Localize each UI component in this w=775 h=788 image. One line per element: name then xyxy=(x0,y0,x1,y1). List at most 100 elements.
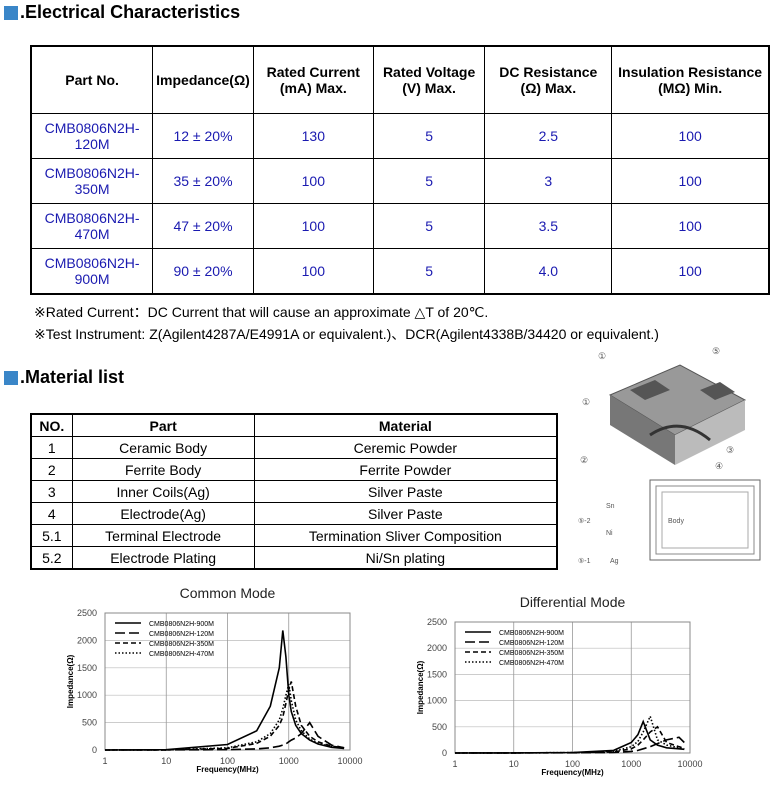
cell: 100 xyxy=(611,158,770,204)
cell: 5 xyxy=(372,248,486,295)
cell: 100 xyxy=(252,158,374,204)
legend-label: CMB0806N2H-900M xyxy=(149,621,214,628)
cell: 3 xyxy=(30,480,73,503)
cell: Ceramic Body xyxy=(71,436,255,459)
cell: 3.5 xyxy=(484,203,613,249)
material-table: NO. Part Material 1 Ceramic Body Ceremic Powd… xyxy=(30,413,558,570)
y-tick-label: 0 xyxy=(442,748,447,758)
cell: 5.1 xyxy=(30,524,73,547)
y-tick-label: 500 xyxy=(82,718,97,728)
header-cell: Rated Voltage (V) Max. xyxy=(372,45,486,114)
cell: Inner Coils(Ag) xyxy=(71,480,255,503)
chart-title: Common Mode xyxy=(180,585,276,601)
header-cell: DC Resistance (Ω) Max. xyxy=(484,45,613,114)
note: ※Test Instrument: Z(Agilent4287A/E4991A … xyxy=(34,326,659,342)
cell: 12 ± 20% xyxy=(152,113,254,159)
cell: 3 xyxy=(484,158,613,204)
cell: 35 ± 20% xyxy=(152,158,254,204)
plot-frame xyxy=(104,612,351,751)
cell: Ni/Sn plating xyxy=(253,546,558,570)
row: 3 Inner Coils(Ag) Silver Paste xyxy=(30,480,558,503)
cell: Terminal Electrode xyxy=(71,524,255,547)
legend-label: CMB0806N2H-350M xyxy=(149,641,214,648)
cell: 2.5 xyxy=(484,113,613,159)
x-tick-label: 1 xyxy=(452,759,457,769)
x-tick-label: 10 xyxy=(509,759,519,769)
y-tick-label: 1000 xyxy=(77,690,97,700)
row: 2 Ferrite Body Ferrite Powder xyxy=(30,458,558,481)
header-cell: Material xyxy=(253,413,558,437)
label: Ag xyxy=(610,558,619,565)
layer-frame xyxy=(655,485,755,555)
heading-text: Material list xyxy=(25,367,125,387)
cell: 100 xyxy=(611,203,770,249)
series-line xyxy=(454,725,685,754)
row: CMB0806N2H-900M 90 ± 20% 100 5 4.0 100 xyxy=(30,248,770,295)
label: ② xyxy=(580,455,588,465)
y-tick-label: 2500 xyxy=(77,608,97,618)
header-row: NO. Part Material xyxy=(30,413,558,437)
label: ① xyxy=(582,397,590,407)
legend-label: CMB0806N2H-470M xyxy=(499,660,564,667)
cell: Electrode(Ag) xyxy=(71,502,255,525)
series-line xyxy=(454,719,685,754)
row: CMB0806N2H-470M 47 ± 20% 100 5 3.5 100 xyxy=(30,203,770,249)
coil xyxy=(649,424,711,442)
y-tick-label: 2500 xyxy=(427,617,447,627)
section-heading: . Electrical Characteristics xyxy=(4,2,240,23)
cell: CMB0806N2H-470M xyxy=(30,203,154,249)
cell: 5 xyxy=(372,203,486,249)
row: 4 Electrode(Ag) Silver Paste xyxy=(30,502,558,525)
cell: Silver Paste xyxy=(253,502,558,525)
cell: 100 xyxy=(611,113,770,159)
cell: 100 xyxy=(611,248,770,295)
y-tick-label: 2000 xyxy=(77,635,97,645)
layer-frame xyxy=(661,491,749,549)
cell: 5 xyxy=(372,113,486,159)
label: ⑤-1 xyxy=(578,557,591,565)
legend-label: CMB0806N2H-350M xyxy=(499,650,564,657)
header-cell: Part No. xyxy=(30,45,154,114)
series-line xyxy=(104,681,345,751)
cell: 100 xyxy=(252,203,374,249)
cell: 100 xyxy=(252,248,374,295)
legend-label: CMB0806N2H-120M xyxy=(149,631,214,638)
legend-label: CMB0806N2H-900M xyxy=(499,630,564,637)
x-tick-label: 1000 xyxy=(279,756,299,766)
cell: CMB0806N2H-350M xyxy=(30,158,154,204)
x-tick-label: 100 xyxy=(565,759,580,769)
header-cell: NO. xyxy=(30,413,73,437)
cell: Ferrite Body xyxy=(71,458,255,481)
cell: 130 xyxy=(252,113,374,159)
header-cell: Rated Current (mA) Max. xyxy=(252,45,374,114)
x-tick-label: 10000 xyxy=(337,756,362,766)
row: 5.2 Electrode Plating Ni/Sn plating xyxy=(30,546,558,570)
label: Body xyxy=(668,518,684,525)
cell: 47 ± 20% xyxy=(152,203,254,249)
y-tick-label: 1500 xyxy=(427,669,447,679)
header-cell: Insulation Resistance (MΩ) Min. xyxy=(611,45,770,114)
cell: Silver Paste xyxy=(253,480,558,503)
label: ① xyxy=(598,351,606,361)
y-tick-label: 0 xyxy=(92,745,97,755)
row: CMB0806N2H-120M 12 ± 20% 130 5 2.5 100 xyxy=(30,113,770,159)
chart: Differential Mode 0 500 1000 1500 2000 2500 1 10… xyxy=(416,594,703,777)
cell: 4 xyxy=(30,502,73,525)
label: ④ xyxy=(715,461,723,471)
series-line xyxy=(104,721,345,751)
legend-label: CMB0806N2H-470M xyxy=(149,651,214,658)
electrode xyxy=(700,382,735,400)
y-tick-label: 1000 xyxy=(427,696,447,706)
cell: Termination Sliver Composition xyxy=(253,524,558,547)
label: ⑤-2 xyxy=(578,517,591,525)
label: ③ xyxy=(726,445,734,455)
series-line xyxy=(104,683,345,751)
cell: 5 xyxy=(372,158,486,204)
cell: CMB0806N2H-120M xyxy=(30,113,154,159)
y-axis-label: Impedance(Ω) xyxy=(66,654,75,708)
electrode xyxy=(630,380,670,400)
series-line xyxy=(104,630,345,751)
label: Ni xyxy=(606,530,613,537)
y-axis-label: Impedance(Ω) xyxy=(416,660,425,714)
